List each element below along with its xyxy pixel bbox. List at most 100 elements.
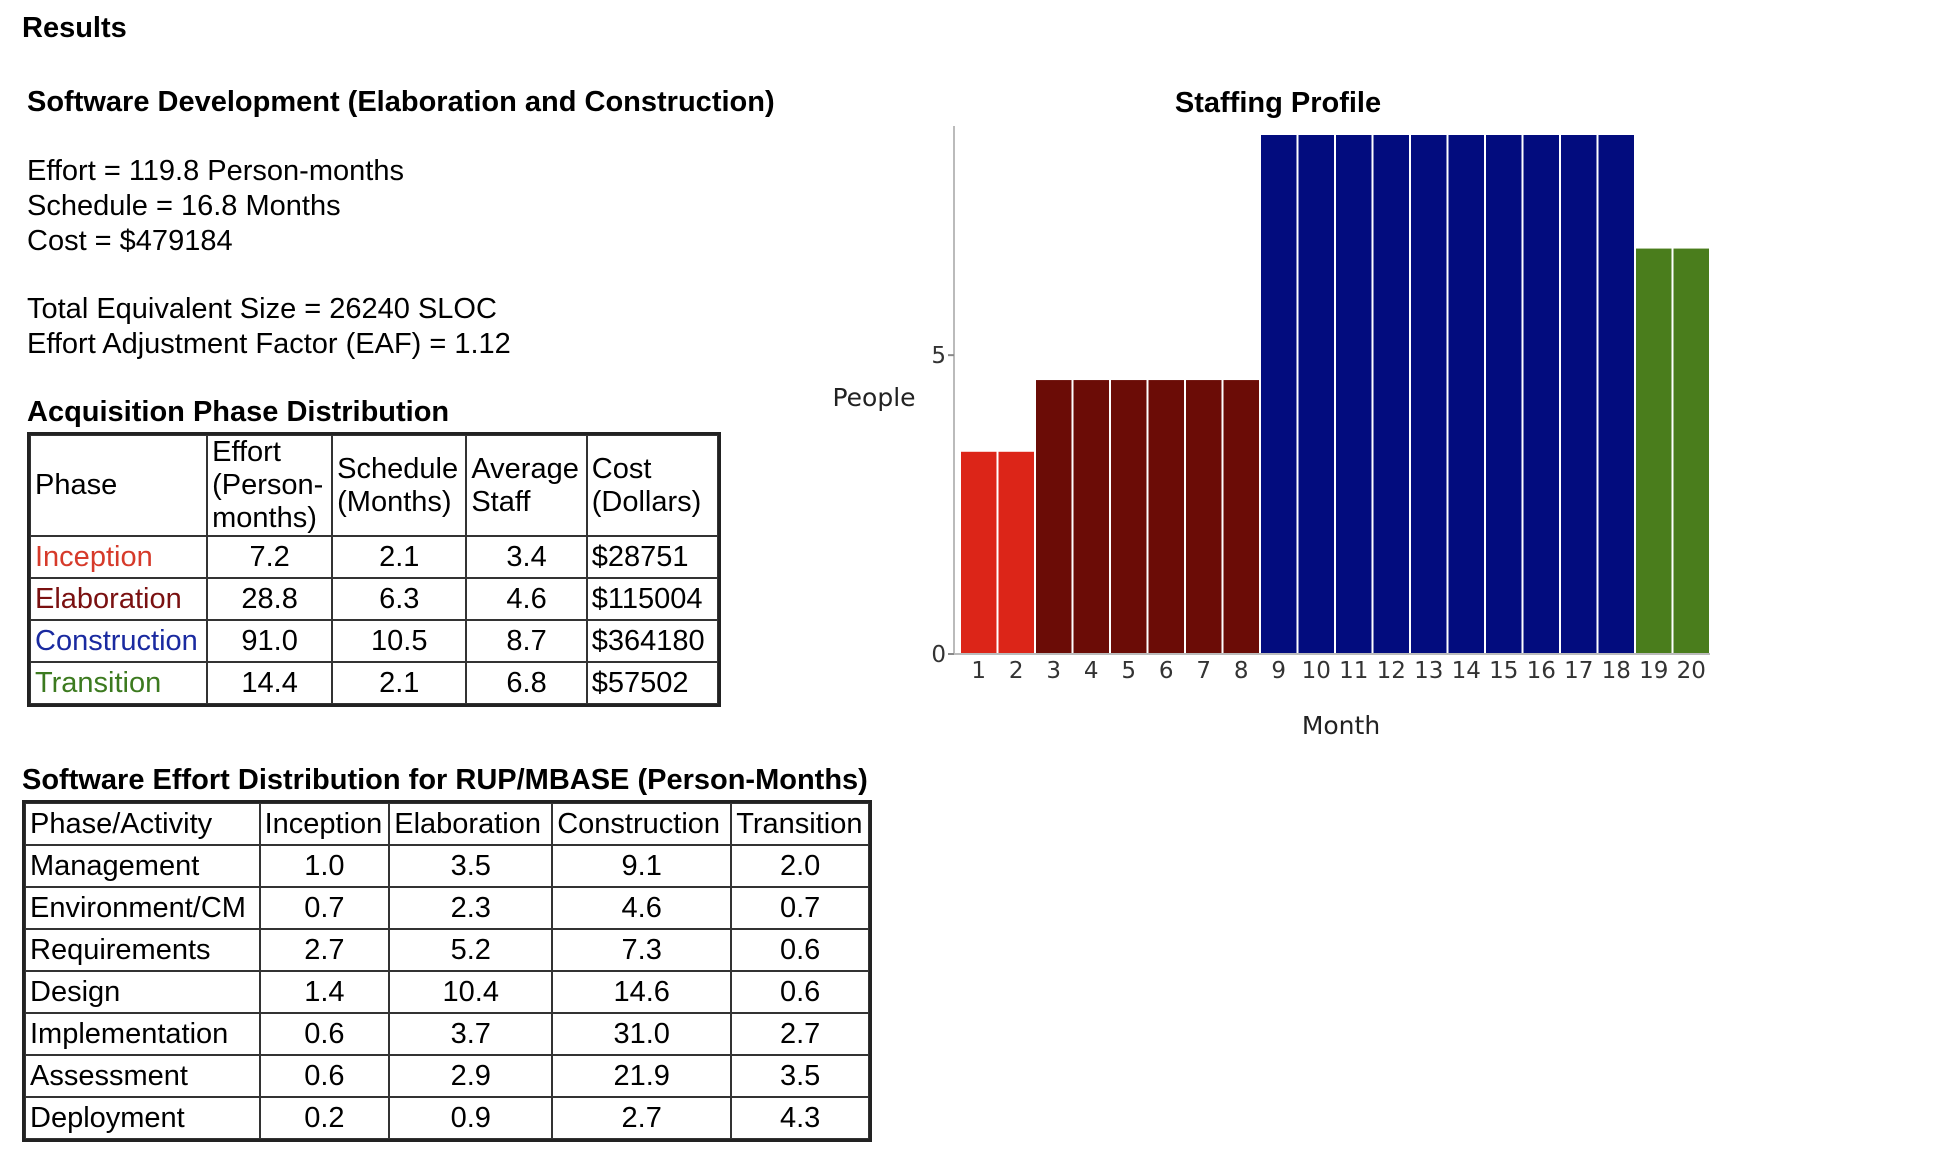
value-cell: 2.3: [389, 887, 553, 929]
bar-month-14: [1446, 133, 1486, 655]
table-row: Elaboration 28.8 6.3 4.6 $115004: [30, 578, 718, 620]
schedule-cell: 6.3: [332, 578, 467, 620]
phase-cell-elaboration: Elaboration: [30, 578, 208, 620]
value-cell: 5.2: [389, 929, 553, 971]
bar-month-3: [1034, 378, 1074, 655]
phase-cell-transition: Transition: [30, 662, 208, 704]
x-tick-label: 12: [1377, 658, 1406, 684]
bar-month-4: [1071, 378, 1111, 655]
effort-cell: 28.8: [207, 578, 333, 620]
staff-cell: 6.8: [466, 662, 587, 704]
header-phase: Phase: [30, 435, 208, 536]
activity-cell: Management: [25, 845, 260, 887]
bar-month-16: [1521, 133, 1561, 655]
effort-distribution-title: Software Effort Distribution for RUP/MBA…: [22, 764, 868, 796]
effort-cell: 14.4: [207, 662, 333, 704]
value-cell: 0.6: [259, 1055, 390, 1097]
schedule-cell: 2.1: [332, 662, 467, 704]
value-cell: 3.5: [389, 845, 553, 887]
header-inception: Inception: [259, 803, 390, 845]
value-cell: 0.6: [259, 1013, 390, 1055]
bar-month-13: [1409, 133, 1449, 655]
bar-month-7: [1184, 378, 1224, 655]
x-tick-label: 17: [1564, 658, 1593, 684]
schedule-cell: 10.5: [332, 620, 467, 662]
table-row: Implementation 0.6 3.7 31.0 2.7: [25, 1013, 869, 1055]
table-header-row: Phase/Activity Inception Elaboration Con…: [25, 803, 869, 845]
header-elaboration: Elaboration: [389, 803, 553, 845]
bar-month-20: [1671, 246, 1711, 655]
table-row: Requirements 2.7 5.2 7.3 0.6: [25, 929, 869, 971]
value-cell: 31.0: [552, 1013, 732, 1055]
x-tick-label: 3: [1046, 658, 1061, 684]
header-cost: Cost (Dollars): [586, 435, 718, 536]
bar-month-1: [959, 449, 999, 655]
value-cell: 10.4: [389, 971, 553, 1013]
bar-month-8: [1221, 378, 1261, 655]
value-cell: 21.9: [552, 1055, 732, 1097]
table-header-row: Phase Effort (Person-months) Schedule (M…: [30, 435, 718, 536]
staff-cell: 3.4: [466, 536, 587, 578]
activity-cell: Implementation: [25, 1013, 260, 1055]
x-tick-label: 15: [1489, 658, 1518, 684]
value-cell: 14.6: [552, 971, 732, 1013]
size-summary: Total Equivalent Size = 26240 SLOC Effor…: [27, 292, 511, 362]
effort-distribution-table: Phase/Activity Inception Elaboration Con…: [22, 800, 872, 1142]
bar-month-15: [1484, 133, 1524, 655]
activity-cell: Deployment: [25, 1097, 260, 1139]
value-cell: 0.6: [731, 971, 869, 1013]
x-tick-label: 19: [1639, 658, 1668, 684]
phase-cell-inception: Inception: [30, 536, 208, 578]
x-tick-label: 4: [1084, 658, 1099, 684]
table-row: Deployment 0.2 0.9 2.7 4.3: [25, 1097, 869, 1139]
activity-cell: Design: [25, 971, 260, 1013]
bar-month-18: [1596, 133, 1636, 655]
table-row: Environment/CM 0.7 2.3 4.6 0.7: [25, 887, 869, 929]
effort-cell: 91.0: [207, 620, 333, 662]
x-tick-label: 13: [1414, 658, 1443, 684]
chart-title: Staffing Profile: [1175, 87, 1381, 119]
size-line: Total Equivalent Size = 26240 SLOC: [27, 293, 497, 325]
bar-month-5: [1109, 378, 1149, 655]
bar-month-19: [1634, 246, 1674, 655]
x-tick-label: 6: [1159, 658, 1174, 684]
cost-cell: $115004: [586, 578, 718, 620]
value-cell: 7.3: [552, 929, 732, 971]
y-axis-label: People: [832, 383, 915, 412]
cost-cell: $364180: [586, 620, 718, 662]
table-row: Assessment 0.6 2.9 21.9 3.5: [25, 1055, 869, 1097]
bar-month-10: [1296, 133, 1336, 655]
acquisition-phase-table: Phase Effort (Person-months) Schedule (M…: [27, 432, 721, 707]
acquisition-title: Acquisition Phase Distribution: [27, 396, 450, 428]
x-tick-label: 8: [1234, 658, 1249, 684]
x-tick-label: 11: [1339, 658, 1368, 684]
effort-cell: 7.2: [207, 536, 333, 578]
schedule-cell: 2.1: [332, 536, 467, 578]
activity-cell: Requirements: [25, 929, 260, 971]
x-tick-label: 1: [971, 658, 986, 684]
bar-month-6: [1146, 378, 1186, 655]
x-tick-label: 7: [1196, 658, 1211, 684]
header-effort: Effort (Person-months): [207, 435, 333, 536]
cost-cell: $28751: [586, 536, 718, 578]
value-cell: 2.0: [731, 845, 869, 887]
effort-line: Effort = 119.8 Person-months: [27, 155, 404, 187]
header-transition: Transition: [731, 803, 869, 845]
value-cell: 0.7: [731, 887, 869, 929]
header-phase-activity: Phase/Activity: [25, 803, 260, 845]
value-cell: 2.7: [259, 929, 390, 971]
x-tick-label: 5: [1121, 658, 1136, 684]
header-construction: Construction: [552, 803, 732, 845]
table-row: Design 1.4 10.4 14.6 0.6: [25, 971, 869, 1013]
x-tick-label: 2: [1009, 658, 1024, 684]
value-cell: 1.4: [259, 971, 390, 1013]
x-tick-label: 16: [1527, 658, 1556, 684]
bars-group: [959, 133, 1711, 655]
results-title: Results: [22, 12, 127, 44]
cost-cell: $57502: [586, 662, 718, 704]
x-axis-label: Month: [1302, 711, 1380, 740]
bar-month-2: [996, 449, 1036, 655]
y-tick-label: 0: [931, 642, 946, 668]
